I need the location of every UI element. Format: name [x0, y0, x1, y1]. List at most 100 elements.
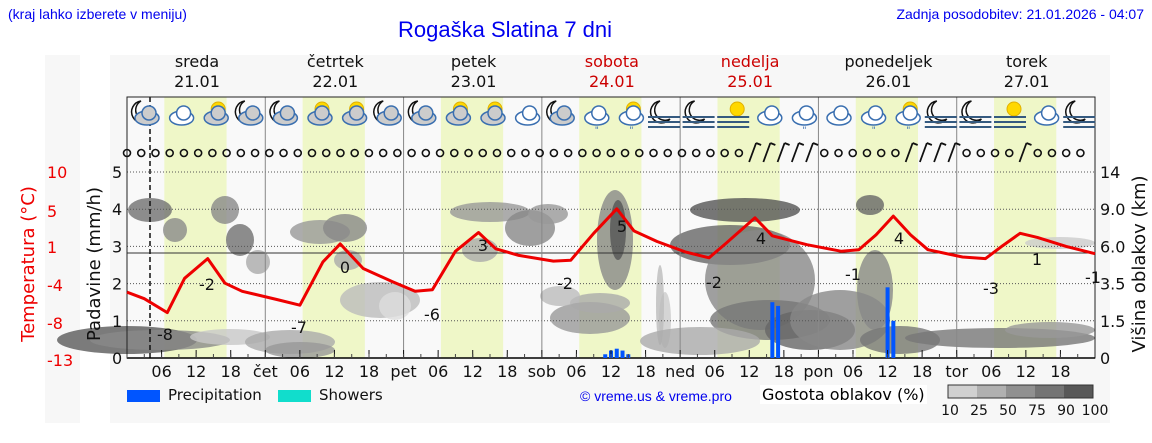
temperature-value-label: 3: [478, 236, 488, 255]
calm-wind-icon: [307, 148, 317, 158]
calm-wind-icon: [378, 148, 388, 158]
calm-wind-icon: [962, 148, 971, 158]
temperature-value-label: -1: [845, 265, 861, 284]
day-header-1: četrtek 22.01: [266, 52, 404, 92]
x-tick: 12: [463, 362, 483, 381]
calm-wind-icon: [734, 148, 744, 158]
calm-wind-icon: [407, 148, 416, 158]
x-tick: sob: [528, 362, 556, 381]
precip-tick: 3: [112, 237, 122, 256]
day-header-6: torek 27.01: [958, 52, 1096, 92]
day-header-2: petek 23.01: [405, 52, 543, 92]
precip-axis-title: Padavine (mm/h): [84, 187, 105, 341]
day-header-5: ponedeljek 26.01: [819, 52, 957, 92]
x-tick: ned: [665, 362, 695, 381]
calm-wind-icon: [1061, 148, 1071, 158]
calm-wind-icon: [122, 148, 132, 158]
temperature-axis-title: Temperatura (°C): [18, 186, 39, 343]
density-tick: 25: [970, 403, 988, 419]
rain-cloud-icon: ": [860, 105, 887, 136]
day-name: ponedeljek: [844, 52, 933, 71]
x-tick: 12: [877, 362, 897, 381]
region-hint[interactable]: (kraj lahko izberete v meniju): [8, 6, 187, 22]
x-tick: 18: [635, 362, 655, 381]
x-tick: 06: [290, 362, 310, 381]
precip-tick: 1: [112, 312, 122, 331]
calm-wind-icon: [819, 148, 829, 158]
temperature-axis-panel: [45, 55, 80, 423]
day-name: nedelja: [720, 52, 780, 71]
x-tick: 12: [739, 362, 759, 381]
calm-wind-icon: [549, 148, 559, 158]
x-tick: 18: [221, 362, 241, 381]
cloud-icon: [1033, 105, 1060, 126]
day-name: četrtek: [306, 52, 364, 71]
day-name: torek: [1006, 52, 1048, 71]
wind-barb-icon: [748, 142, 762, 163]
calm-wind-icon: [663, 148, 673, 158]
calm-wind-icon: [578, 148, 587, 158]
wind-barb-icon: [762, 142, 776, 163]
cloud-height-tick: 9.0: [1100, 200, 1125, 219]
sun-cloud-icon: [445, 101, 472, 126]
cloud-icon: [757, 105, 783, 126]
showers-swatch: [278, 389, 311, 402]
day-date: 27.01: [1003, 72, 1050, 91]
temperature-value-label: 0: [340, 258, 350, 277]
legend-precipitation: Precipitation: [127, 386, 262, 404]
calm-wind-icon: [222, 148, 231, 158]
copyright-link[interactable]: © vreme.us & vreme.pro: [580, 388, 732, 404]
sun-cloud-icon: [480, 101, 506, 126]
temp-tick: 5: [47, 202, 57, 221]
cloud-height-tick: 6.0: [1100, 237, 1125, 256]
wind-barb-icon: [919, 142, 933, 163]
calm-wind-icon: [1076, 148, 1085, 158]
calm-wind-icon: [136, 148, 146, 158]
calm-wind-icon: [606, 148, 616, 158]
wind-barb-icon: [904, 142, 918, 163]
calm-wind-icon: [193, 148, 203, 158]
calm-wind-icon: [1033, 148, 1043, 158]
sun-cloud-icon: [203, 101, 229, 126]
calm-wind-icon: [691, 148, 701, 158]
calm-wind-icon: [620, 148, 630, 158]
day-date: 21.01: [174, 72, 220, 91]
x-tick: tor: [945, 362, 968, 381]
precip-tick: 4: [112, 200, 122, 219]
x-tick: 06: [566, 362, 586, 381]
temperature-value-label: -3: [983, 279, 999, 298]
night-fog-icon: [959, 100, 992, 128]
day-date: 22.01: [312, 72, 359, 91]
density-tick: 10: [941, 403, 959, 419]
temperature-value-label: 4: [894, 229, 904, 248]
temperature-value-label: -6: [424, 305, 440, 324]
calm-wind-icon: [720, 148, 729, 158]
precip-tick: 5: [112, 163, 122, 182]
night-partly-icon: [373, 100, 402, 126]
night-cloud-icon: [234, 100, 264, 126]
x-tick: 06: [705, 362, 725, 381]
calm-wind-icon: [364, 148, 374, 158]
rain-sun-cloud-icon: ": [895, 101, 921, 136]
density-tick: 75: [1028, 403, 1046, 419]
calm-wind-icon: [179, 148, 189, 158]
day-header-3: sobota 24.01: [543, 52, 681, 92]
cloud-icon: [168, 105, 195, 126]
temp-tick: -4: [47, 276, 63, 295]
wind-barb-icon: [776, 142, 790, 163]
calm-wind-icon: [862, 148, 872, 158]
temperature-value-label: 1: [1032, 250, 1042, 269]
x-tick: 18: [359, 362, 379, 381]
temperature-value-label: 5: [617, 217, 627, 236]
sun-cloud-icon: [341, 101, 368, 126]
day-date: 26.01: [865, 72, 912, 91]
showers-legend-label: Showers: [319, 386, 383, 404]
temperature-value-label: -2: [706, 273, 722, 292]
calm-wind-icon: [336, 148, 345, 158]
density-tick: 100: [1082, 403, 1109, 419]
calm-wind-icon: [165, 148, 174, 158]
calm-wind-icon: [151, 148, 160, 158]
wind-barb-icon: [947, 142, 961, 163]
temperature-value-label: -2: [557, 274, 573, 293]
calm-wind-icon: [321, 148, 331, 158]
